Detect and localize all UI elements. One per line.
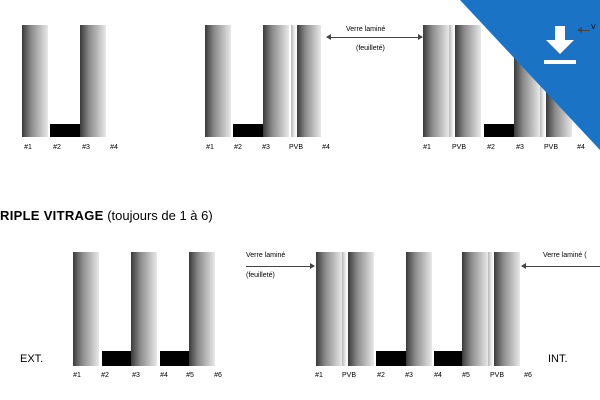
spacer-bar [160,351,189,366]
surface-label: #6 [524,372,532,379]
annotation-laminated-glass-sub: (feuilleté) [356,45,385,52]
glass-pane [73,252,99,366]
surface-label: #5 [462,372,470,379]
glass-pane [423,25,449,137]
section-title: RIPLE VITRAGE (toujours de 1 à 6) [0,208,213,223]
surface-label: #1 [423,144,431,151]
surface-label: #2 [101,372,109,379]
annotation-laminated-glass-sub: (feuilleté) [246,272,275,279]
glass-pane [406,252,432,366]
pvb-interlayer [291,25,297,137]
spacer-bar [233,124,263,137]
surface-label: PVB [489,372,505,379]
glass-pane [494,252,520,366]
surface-label: #4 [110,144,118,151]
spacer-bar [376,351,406,366]
surface-label: PVB [288,144,304,151]
glass-pane [455,25,481,137]
section-title-normal: (toujours de 1 à 6) [103,208,213,223]
spacer-bar [102,351,131,366]
surface-label: #3 [82,144,90,151]
surface-label: #1 [24,144,32,151]
surface-label: #4 [322,144,330,151]
surface-label: #3 [405,372,413,379]
annotation-laminated-glass-right: Verre laminé ( [543,252,587,259]
glass-pane [80,25,106,137]
glass-pane [297,25,321,137]
glass-pane [131,252,157,366]
surface-label: #6 [214,372,222,379]
glass-pane [205,25,231,137]
pvb-interlayer [488,252,494,366]
surface-label: PVB [451,144,467,151]
arrow-right-icon [327,34,423,40]
surface-label: #2 [487,144,495,151]
surface-label: #3 [262,144,270,151]
surface-label: #3 [132,372,140,379]
surface-label: #5 [186,372,194,379]
annotation-laminated-glass: Verre laminé [346,26,386,33]
pvb-interlayer [449,25,455,137]
arrow-left-icon [577,27,590,33]
spacer-bar [484,124,514,137]
glass-pane [348,252,374,366]
surface-label: #4 [577,144,585,151]
download-icon[interactable] [542,24,578,72]
ext-label: EXT. [20,353,44,365]
spacer-bar [434,351,462,366]
section-title-bold: RIPLE VITRAGE [0,208,104,223]
int-label: INT. [548,353,568,365]
surface-label: #4 [160,372,168,379]
surface-label: #2 [234,144,242,151]
glass-pane [263,25,289,137]
pvb-interlayer [342,252,348,366]
glass-pane [316,252,342,366]
glass-pane [189,252,215,366]
arrow-right-icon [246,263,315,269]
annotation-clipped: V [591,24,596,31]
surface-label: #1 [315,372,323,379]
annotation-laminated-glass: Verre laminé [246,252,286,259]
surface-label: PVB [543,144,559,151]
surface-label: #2 [377,372,385,379]
glass-pane [462,252,488,366]
surface-label: PVB [341,372,357,379]
surface-label: #1 [206,144,214,151]
surface-label: #2 [53,144,61,151]
surface-label: #3 [516,144,524,151]
spacer-bar [50,124,80,137]
surface-label: #4 [434,372,442,379]
surface-label: #1 [73,372,81,379]
glass-pane [22,25,48,137]
arrow-left-icon [521,263,600,269]
